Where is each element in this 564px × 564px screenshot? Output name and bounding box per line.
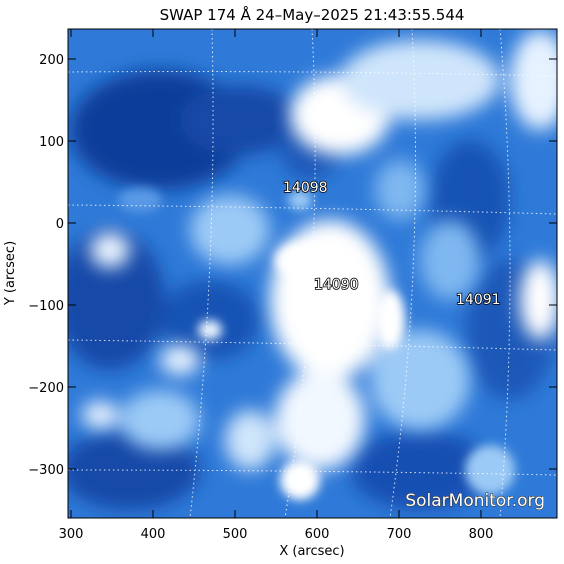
x-axis-label: X (arcsec) <box>279 544 344 559</box>
fine-structure <box>118 188 515 500</box>
region-label-14091: 14091 <box>456 292 501 308</box>
y-tick-label: 200 <box>39 53 64 68</box>
y-tick-label: 100 <box>39 135 64 150</box>
y-axis-label: Y (arcsec) <box>3 241 18 306</box>
solar-euv-image <box>68 29 557 518</box>
x-tick-label: 500 <box>223 527 248 542</box>
x-tick-label: 600 <box>305 527 330 542</box>
plot-title: SWAP 174 Å 24–May–2025 21:43:55.544 <box>160 5 465 24</box>
y-tick-label: 0 <box>56 217 64 232</box>
x-tick-label: 700 <box>387 527 412 542</box>
y-tick-label: −200 <box>28 381 64 396</box>
y-tick-label: −100 <box>28 299 64 314</box>
dark-regions <box>68 70 555 510</box>
x-tick-label: 800 <box>469 527 494 542</box>
plot-frame <box>67 28 558 519</box>
region-label-14090: 14090 <box>314 277 359 293</box>
x-tick-label: 300 <box>59 527 84 542</box>
y-tick-label: −300 <box>28 463 64 478</box>
axis-ticks <box>68 29 557 518</box>
watermark: SolarMonitor.org <box>405 491 545 511</box>
x-tick-label: 400 <box>141 527 166 542</box>
region-label-14098: 14098 <box>283 180 328 196</box>
heliographic-grid <box>68 29 557 518</box>
